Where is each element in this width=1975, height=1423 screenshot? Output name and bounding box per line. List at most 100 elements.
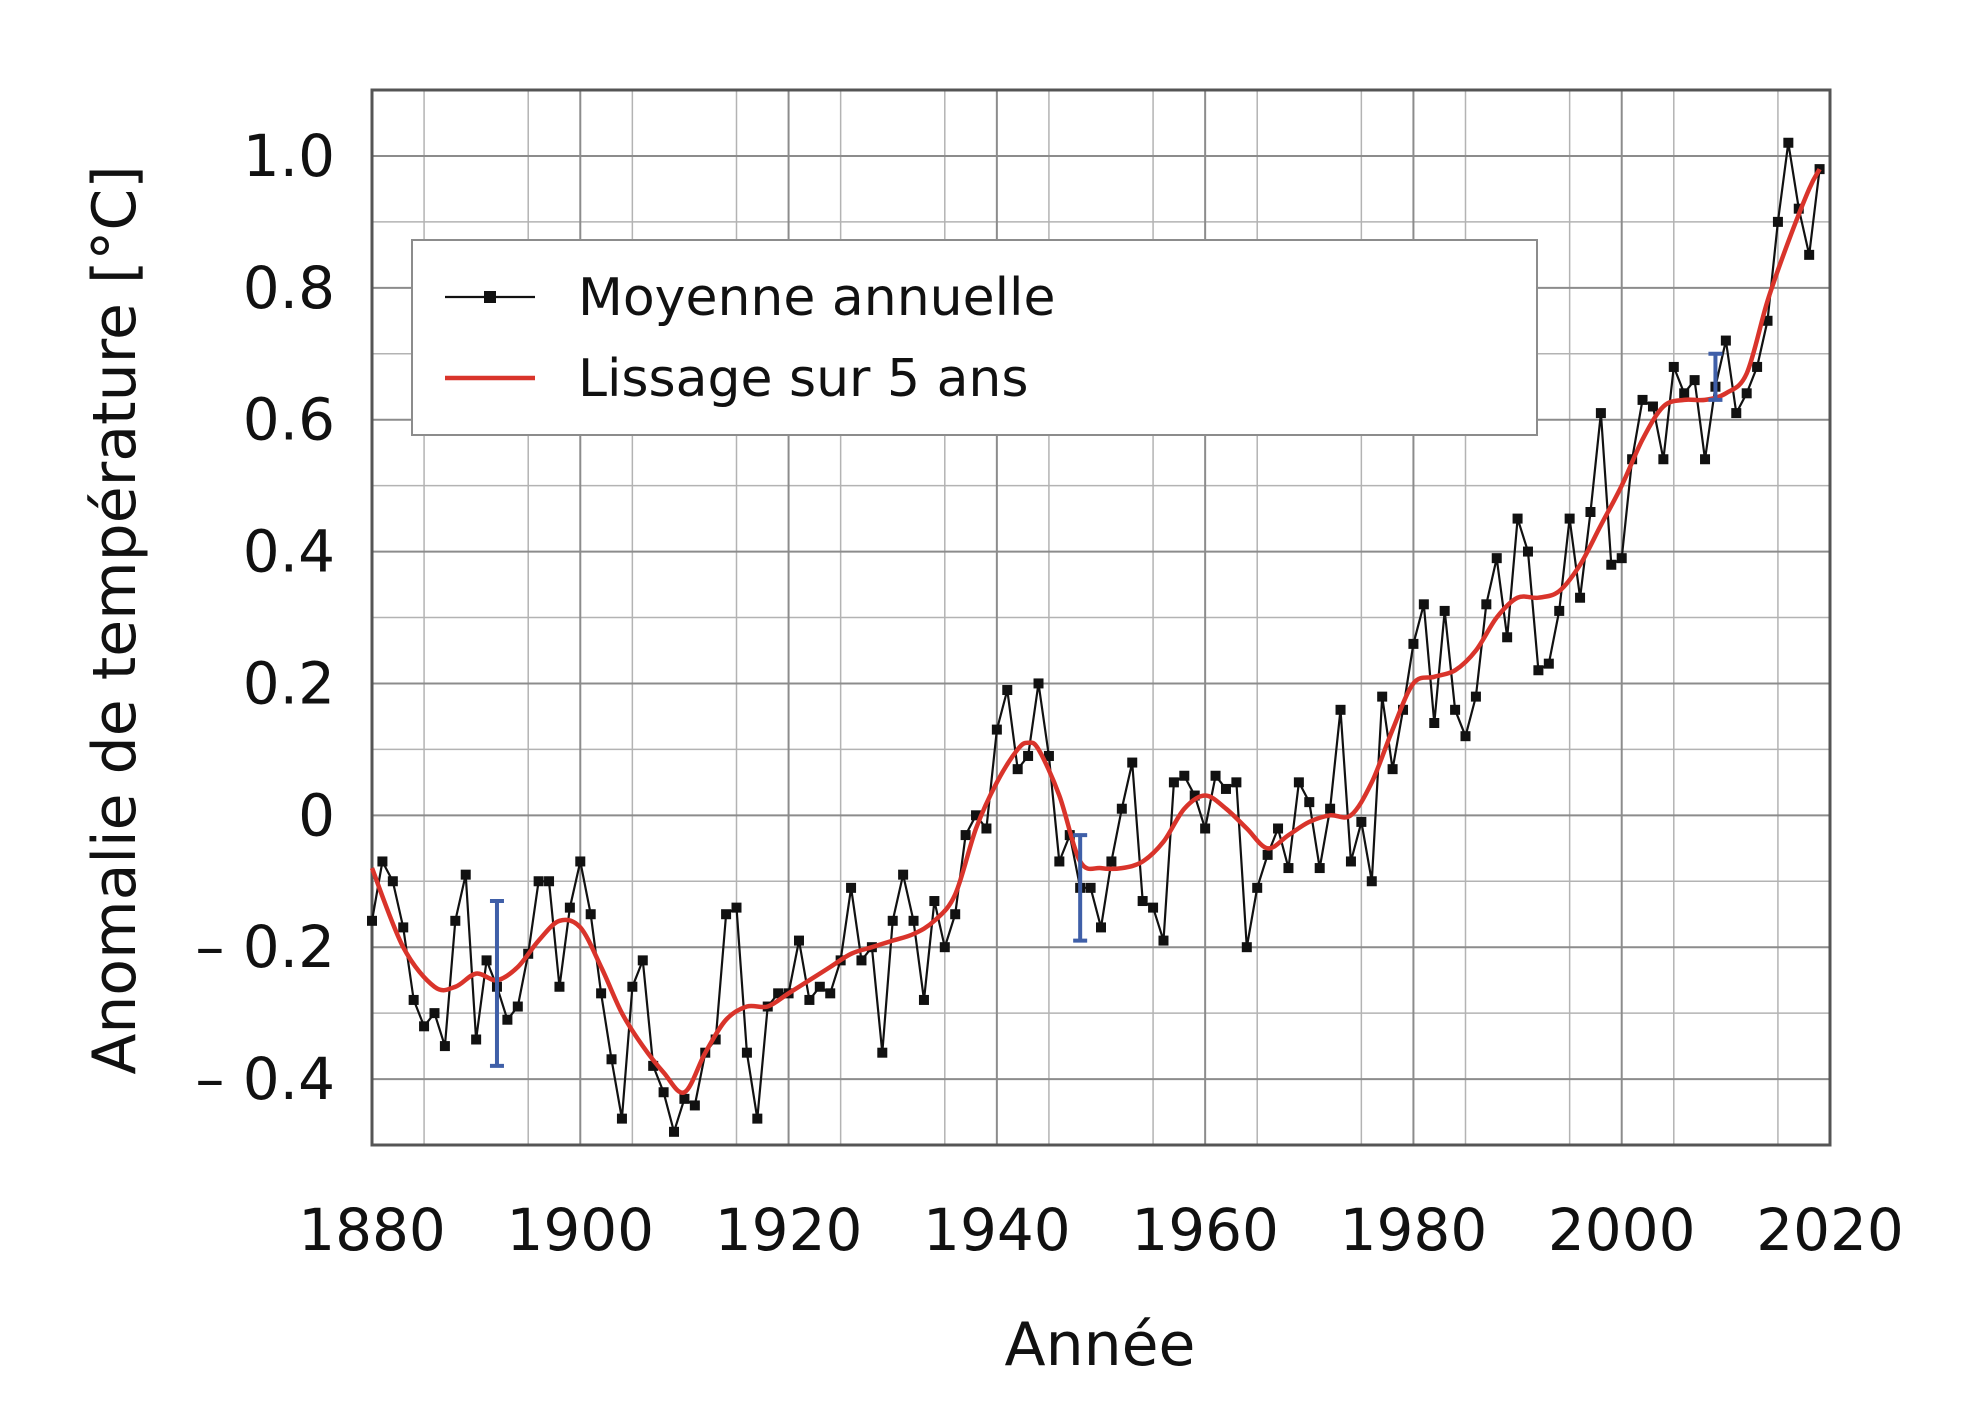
annual-mean-point: [929, 896, 940, 907]
annual-mean-point: [1616, 553, 1627, 564]
annual-mean-point: [1543, 658, 1554, 669]
annual-mean-point: [1689, 375, 1700, 386]
annual-mean-point: [564, 902, 575, 913]
annual-mean-point: [554, 981, 565, 992]
annual-mean-point: [1668, 361, 1679, 372]
x-axis-ticks: 1880 1900 1920 1940 1960 1980 2000 2020: [298, 1196, 1904, 1264]
annual-mean-point: [1585, 507, 1596, 517]
annual-mean-point: [429, 1008, 440, 1019]
annual-mean-point: [637, 955, 648, 966]
annual-mean-point: [606, 1054, 617, 1065]
annual-mean-point: [1002, 685, 1013, 696]
annual-mean-point: [1085, 882, 1096, 893]
annual-mean-point: [1679, 388, 1690, 399]
annual-mean-point: [1179, 770, 1190, 781]
x-tick-label: 1960: [1131, 1196, 1279, 1264]
annual-mean-point: [1012, 764, 1023, 775]
x-tick-label: 1940: [923, 1196, 1071, 1264]
annual-mean-point: [669, 1126, 680, 1137]
annual-mean-point: [960, 830, 971, 841]
annual-mean-point: [658, 1087, 669, 1098]
annual-mean-point: [1637, 394, 1648, 405]
annual-mean-point: [1345, 856, 1356, 867]
legend-box: [411, 239, 1538, 436]
annual-mean-point: [387, 876, 398, 887]
annual-mean-point: [1595, 408, 1606, 419]
annual-mean-point: [1168, 777, 1179, 788]
annual-mean-point: [971, 810, 982, 821]
annual-mean-point: [1043, 750, 1054, 761]
annual-mean-point: [887, 915, 898, 926]
annual-mean-point: [1241, 942, 1252, 953]
annual-mean-point: [616, 1113, 627, 1124]
annual-mean-point: [1387, 764, 1398, 775]
annual-mean-point: [1335, 704, 1346, 715]
annual-mean-point: [1772, 216, 1783, 227]
y-tick-label: 0.4: [243, 518, 335, 586]
annual-mean-point: [721, 909, 732, 920]
x-tick-label: 1920: [715, 1196, 863, 1264]
annual-mean-point: [1200, 823, 1211, 834]
annual-mean-point: [512, 1001, 523, 1012]
annual-mean-point: [481, 955, 492, 966]
annual-mean-point: [627, 981, 638, 992]
legend-smooth-label: Lissage sur 5 ans: [578, 349, 1028, 409]
annual-mean-point: [1554, 605, 1565, 616]
x-axis-title: Année: [1005, 1310, 1196, 1380]
annual-mean-point: [1512, 513, 1523, 524]
y-tick-label: 1.0: [243, 122, 335, 190]
error-bars: [489, 351, 1723, 1068]
annual-mean-point: [1220, 783, 1231, 794]
x-tick-label: 1880: [298, 1196, 446, 1264]
x-tick-label: 2020: [1756, 1196, 1904, 1264]
x-tick-label: 1980: [1340, 1196, 1488, 1264]
annual-mean-markers: [367, 137, 1825, 1137]
annual-mean-point: [1262, 849, 1273, 860]
annual-mean-point: [1252, 882, 1263, 893]
annual-mean-point: [731, 902, 742, 913]
annual-mean-point: [1606, 559, 1617, 570]
annual-mean-point: [1470, 691, 1481, 702]
annual-mean-point: [377, 856, 388, 867]
y-tick-label: 0.6: [243, 386, 335, 454]
annual-mean-point: [1533, 665, 1544, 676]
annual-mean-point: [773, 988, 784, 999]
annual-mean-point: [1106, 856, 1117, 867]
annual-mean-point: [1731, 408, 1742, 419]
annual-mean-point: [1148, 902, 1159, 913]
annual-mean-point: [1741, 388, 1752, 399]
y-axis-title: Anomalie de température [°C]: [80, 165, 150, 1074]
annual-mean-point: [1325, 803, 1336, 814]
annual-mean-point: [1481, 599, 1492, 610]
annual-mean-point: [596, 988, 607, 999]
annual-mean-point: [398, 922, 409, 933]
annual-mean-point: [679, 1093, 690, 1104]
y-tick-label: 0.8: [243, 254, 335, 322]
annual-mean-point: [1647, 401, 1658, 412]
annual-mean-point: [1439, 605, 1450, 616]
error-bar: [1073, 833, 1088, 943]
annual-mean-point: [471, 1034, 482, 1045]
annual-mean-point: [1450, 704, 1461, 715]
annual-mean-point: [575, 856, 586, 867]
annual-mean-point: [950, 909, 961, 920]
annual-mean-point: [1023, 750, 1034, 761]
annual-mean-point: [648, 1060, 659, 1071]
annual-mean-point: [741, 1047, 752, 1058]
annual-mean-point: [1408, 638, 1419, 649]
annual-mean-point: [533, 876, 544, 887]
annual-mean-point: [1158, 935, 1169, 946]
annual-mean-point: [1283, 863, 1294, 874]
annual-mean-point: [710, 1034, 721, 1045]
annual-mean-point: [1429, 718, 1440, 728]
annual-mean-point: [846, 882, 857, 893]
annual-mean-point: [1491, 553, 1502, 564]
annual-mean-point: [856, 955, 867, 966]
annual-mean-point: [585, 909, 596, 920]
annual-mean-point: [1127, 757, 1138, 768]
annual-mean-point: [460, 869, 471, 880]
annual-mean-point: [1273, 823, 1284, 834]
annual-mean-point: [1189, 790, 1200, 801]
y-axis-ticks: – 0.4 – 0.2 0 0.2 0.4 0.6 0.8 1.0: [195, 122, 335, 1113]
annual-mean-point: [1783, 137, 1794, 148]
